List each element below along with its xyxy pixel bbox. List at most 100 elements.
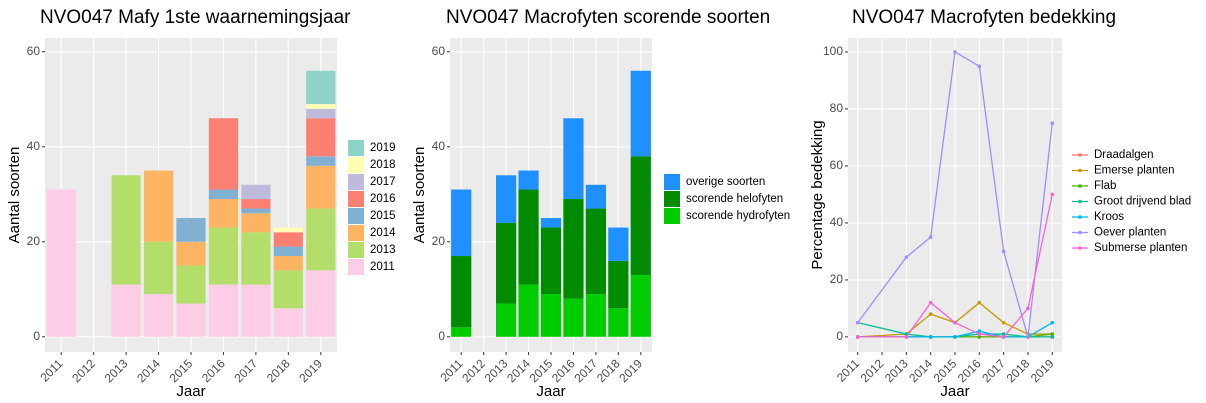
y-tick-label: 20 — [432, 234, 446, 248]
bar — [176, 265, 206, 304]
y-tick-label: 40 — [432, 139, 446, 153]
x-tick-label: 2019 — [616, 356, 645, 385]
bar — [563, 298, 584, 337]
chart-title: NVO047 Macrofyten scorende soorten — [446, 7, 770, 28]
x-tick-label: 2013 — [102, 356, 131, 385]
bar — [111, 175, 141, 285]
legend-key-point — [1078, 199, 1082, 204]
point — [1050, 192, 1055, 197]
bar — [608, 260, 629, 309]
bar — [176, 241, 206, 266]
bar — [143, 241, 174, 295]
bar — [273, 246, 303, 257]
bar — [496, 303, 517, 337]
x-tick-label: 2016 — [955, 356, 984, 385]
x-tick-label: 2011 — [834, 356, 862, 384]
legend-label: 2018 — [370, 159, 396, 171]
bar — [451, 327, 472, 337]
y-tick-label: 20 — [830, 272, 844, 286]
point — [1050, 320, 1055, 325]
x-tick-label: 2017 — [571, 356, 600, 385]
legend-key-point — [1078, 168, 1082, 173]
chart-title: NVO047 Macrofyten bedekking — [852, 7, 1116, 28]
bar — [208, 284, 239, 337]
legend-label: 2017 — [370, 176, 396, 188]
x-tick-label: 2015 — [527, 356, 556, 385]
x-axis-title: Jaar — [176, 383, 205, 400]
x-tick-label: 2012 — [69, 356, 98, 385]
bar — [46, 189, 76, 337]
bar — [306, 108, 336, 119]
legend-label: Submerse planten — [1094, 242, 1187, 254]
y-tick-label: 40 — [830, 215, 844, 229]
bar — [241, 199, 271, 209]
bar — [608, 308, 629, 337]
y-tick-label: 60 — [830, 158, 844, 172]
bar — [306, 165, 336, 209]
x-tick-label: 2014 — [504, 356, 533, 385]
legend-label: Kroos — [1094, 211, 1124, 223]
legend-label: 2011 — [370, 261, 395, 273]
point — [1050, 335, 1055, 339]
x-tick-label: 2015 — [167, 356, 196, 385]
y-axis-title: Aantal soorten — [6, 147, 23, 244]
bar — [451, 256, 472, 328]
legend-label: Draadalgen — [1094, 149, 1153, 161]
y-tick-label: 0 — [836, 329, 843, 343]
bar — [241, 232, 271, 285]
legend-label: 2019 — [370, 142, 396, 154]
bar — [306, 208, 336, 271]
bar — [208, 189, 239, 200]
y-tick-label: 0 — [438, 329, 445, 343]
x-tick-label: 2019 — [296, 356, 325, 385]
x-tick-label: 2016 — [199, 356, 228, 385]
x-tick-label: 2012 — [858, 356, 887, 385]
bar — [518, 189, 539, 285]
bar — [273, 256, 303, 271]
point — [1026, 335, 1030, 339]
legend-label: Oever planten — [1094, 227, 1166, 239]
point — [977, 64, 982, 69]
x-tick-label: 2013 — [882, 356, 911, 385]
y-tick-label: 60 — [27, 44, 41, 58]
legend-key — [348, 259, 364, 275]
bar — [563, 199, 584, 299]
legend-label: scorende helofyten — [686, 193, 783, 205]
point — [1026, 306, 1030, 311]
bar — [585, 184, 606, 209]
legend-key-point — [1078, 246, 1082, 250]
bar — [563, 118, 584, 200]
bar — [496, 222, 517, 304]
legend-key — [348, 208, 364, 224]
point — [904, 255, 909, 259]
bar — [273, 232, 303, 247]
bar — [306, 70, 336, 105]
bar — [451, 189, 472, 257]
x-tick-label: 2018 — [264, 356, 293, 385]
point — [1001, 249, 1006, 254]
point — [928, 235, 933, 239]
point — [977, 300, 982, 305]
x-tick-label: 2011 — [437, 356, 465, 384]
point — [928, 335, 933, 339]
legend-label: 2014 — [370, 227, 396, 239]
bar — [208, 227, 239, 285]
legend-key — [664, 208, 680, 224]
point — [1001, 320, 1006, 325]
x-tick-label: 2013 — [482, 356, 511, 385]
legend-key-point — [1078, 215, 1082, 219]
y-tick-label: 80 — [830, 101, 844, 115]
bar — [241, 208, 271, 214]
x-tick-label: 2017 — [231, 356, 260, 385]
line — [857, 50, 1053, 338]
bar — [241, 284, 271, 337]
bar — [143, 294, 174, 337]
bar — [306, 156, 336, 166]
bar — [273, 270, 303, 309]
bar — [518, 170, 539, 190]
legend-key-point — [1078, 230, 1082, 235]
bar — [306, 104, 336, 109]
x-tick-label: 2011 — [37, 356, 65, 384]
point — [953, 320, 957, 325]
